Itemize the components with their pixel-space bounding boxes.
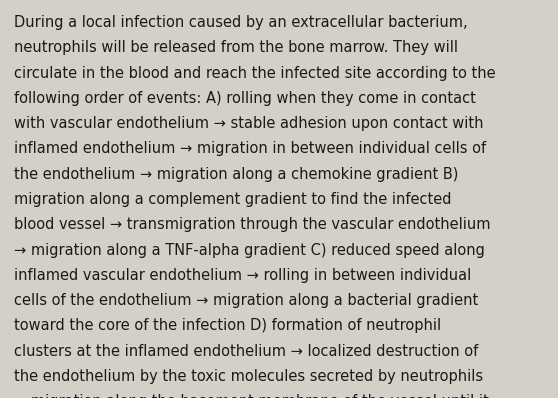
Text: During a local infection caused by an extracellular bacterium,: During a local infection caused by an ex… <box>14 15 468 30</box>
Text: circulate in the blood and reach the infected site according to the: circulate in the blood and reach the inf… <box>14 66 496 81</box>
Text: → migration along a TNF-alpha gradient C) reduced speed along: → migration along a TNF-alpha gradient C… <box>14 243 485 258</box>
Text: clusters at the inflamed endothelium → localized destruction of: clusters at the inflamed endothelium → l… <box>14 344 478 359</box>
Text: the endothelium → migration along a chemokine gradient B): the endothelium → migration along a chem… <box>14 167 458 182</box>
Text: cells of the endothelium → migration along a bacterial gradient: cells of the endothelium → migration alo… <box>14 293 478 308</box>
Text: → migration along the basement membrane of the vessel until it: → migration along the basement membrane … <box>14 394 489 398</box>
Text: migration along a complement gradient to find the infected: migration along a complement gradient to… <box>14 192 451 207</box>
Text: blood vessel → transmigration through the vascular endothelium: blood vessel → transmigration through th… <box>14 217 490 232</box>
Text: inflamed endothelium → migration in between individual cells of: inflamed endothelium → migration in betw… <box>14 142 486 156</box>
Text: following order of events: A) rolling when they come in contact: following order of events: A) rolling wh… <box>14 91 476 106</box>
Text: inflamed vascular endothelium → rolling in between individual: inflamed vascular endothelium → rolling … <box>14 268 471 283</box>
Text: neutrophils will be released from the bone marrow. They will: neutrophils will be released from the bo… <box>14 40 458 55</box>
Text: toward the core of the infection D) formation of neutrophil: toward the core of the infection D) form… <box>14 318 441 334</box>
Text: with vascular endothelium → stable adhesion upon contact with: with vascular endothelium → stable adhes… <box>14 116 483 131</box>
Text: the endothelium by the toxic molecules secreted by neutrophils: the endothelium by the toxic molecules s… <box>14 369 483 384</box>
